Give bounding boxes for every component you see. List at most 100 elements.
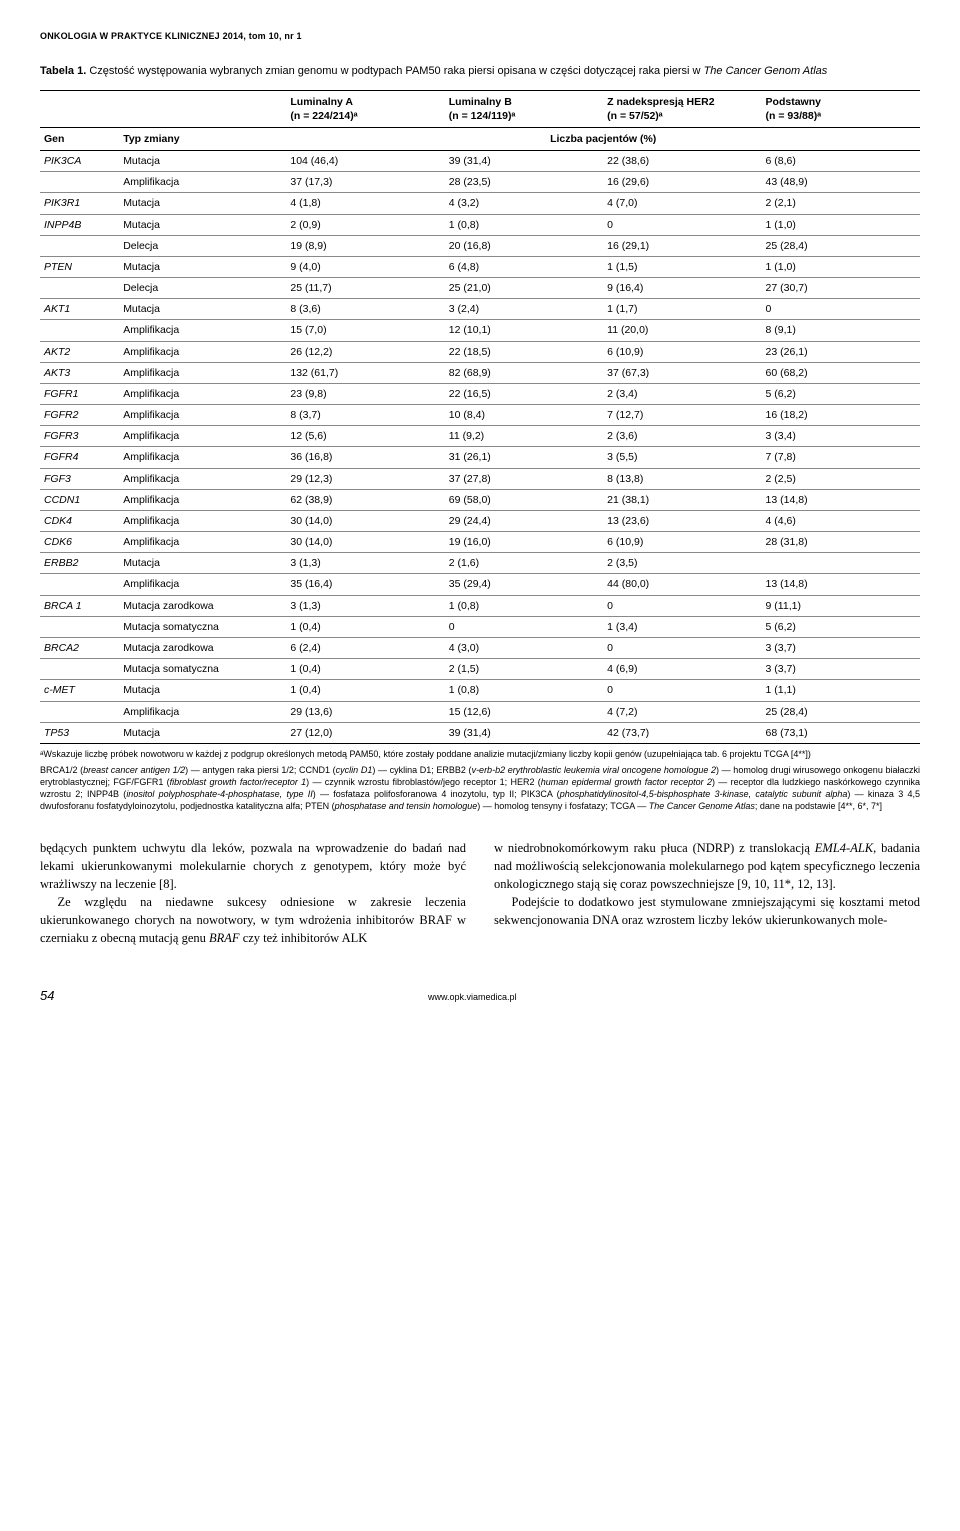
cell-type: Mutacja (119, 553, 286, 574)
cell-val-c: 42 (73,7) (603, 722, 761, 743)
table-row: AKT3Amplifikacja132 (61,7)82 (68,9)37 (6… (40, 362, 920, 383)
cell-val-d: 3 (3,4) (762, 426, 920, 447)
cell-val-c: 1 (1,7) (603, 299, 761, 320)
cell-gene: FGFR3 (40, 426, 119, 447)
cell-val-d: 9 (11,1) (762, 595, 920, 616)
cell-val-d: 3 (3,7) (762, 638, 920, 659)
cell-val-d: 60 (68,2) (762, 362, 920, 383)
cell-val-c: 0 (603, 595, 761, 616)
cell-val-b: 37 (27,8) (445, 468, 603, 489)
cell-val-a: 27 (12,0) (286, 722, 444, 743)
cell-val-a: 3 (1,3) (286, 595, 444, 616)
cell-gene: FGF3 (40, 468, 119, 489)
cell-type: Mutacja (119, 299, 286, 320)
cell-val-c: 3 (5,5) (603, 447, 761, 468)
cell-val-d: 2 (2,5) (762, 468, 920, 489)
col-her2-top: Z nadekspresją HER2 (603, 90, 761, 109)
col-her2-sub: (n = 57/52)ᵃ (603, 109, 761, 128)
table-row: FGFR2Amplifikacja8 (3,7)10 (8,4)7 (12,7)… (40, 405, 920, 426)
cell-val-b: 15 (12,6) (445, 701, 603, 722)
table-row: INPP4BMutacja2 (0,9)1 (0,8)01 (1,0) (40, 214, 920, 235)
cell-type: Amplifikacja (119, 172, 286, 193)
cell-type: Amplifikacja (119, 383, 286, 404)
cell-val-c: 8 (13,8) (603, 468, 761, 489)
cell-val-a: 1 (0,4) (286, 616, 444, 637)
cell-val-b: 22 (16,5) (445, 383, 603, 404)
table-row: ERBB2Mutacja3 (1,3)2 (1,6)2 (3,5) (40, 553, 920, 574)
body-text: będących punktem uchwytu dla leków, pozw… (40, 839, 920, 948)
cell-val-b: 25 (21,0) (445, 278, 603, 299)
cell-val-d: 13 (14,8) (762, 574, 920, 595)
cell-val-d: 1 (1,1) (762, 680, 920, 701)
cell-type: Mutacja zarodkowa (119, 595, 286, 616)
cell-val-a: 1 (0,4) (286, 680, 444, 701)
cell-type: Amplifikacja (119, 426, 286, 447)
cell-val-b: 29 (24,4) (445, 510, 603, 531)
p-right-2: Podejście to dodatkowo jest stymulowane … (494, 893, 920, 929)
cell-val-d: 68 (73,1) (762, 722, 920, 743)
cell-val-b: 20 (16,8) (445, 235, 603, 256)
cell-val-c: 6 (10,9) (603, 532, 761, 553)
footnote-a: ᵃWskazuje liczbę próbek nowotworu w każd… (40, 748, 920, 760)
cell-val-b: 39 (31,4) (445, 722, 603, 743)
cell-gene: CCDN1 (40, 489, 119, 510)
table-row: Mutacja somatyczna1 (0,4)01 (3,4)5 (6,2) (40, 616, 920, 637)
cell-val-a: 35 (16,4) (286, 574, 444, 595)
cell-type: Mutacja somatyczna (119, 659, 286, 680)
cell-val-c: 2 (3,5) (603, 553, 761, 574)
cell-type: Amplifikacja (119, 489, 286, 510)
cell-val-b: 11 (9,2) (445, 426, 603, 447)
col-lumA-top: Luminalny A (286, 90, 444, 109)
cell-val-a: 12 (5,6) (286, 426, 444, 447)
cell-gene: FGFR1 (40, 383, 119, 404)
table-row: Mutacja somatyczna1 (0,4)2 (1,5)4 (6,9)3… (40, 659, 920, 680)
cell-val-b: 4 (3,2) (445, 193, 603, 214)
cell-gene (40, 172, 119, 193)
cell-gene: BRCA 1 (40, 595, 119, 616)
cell-gene (40, 701, 119, 722)
cell-val-d: 0 (762, 299, 920, 320)
cell-val-a: 25 (11,7) (286, 278, 444, 299)
table-row: AKT2Amplifikacja26 (12,2)22 (18,5)6 (10,… (40, 341, 920, 362)
cell-val-b: 31 (26,1) (445, 447, 603, 468)
cell-val-c: 44 (80,0) (603, 574, 761, 595)
cell-val-c: 0 (603, 680, 761, 701)
cell-val-b: 35 (29,4) (445, 574, 603, 595)
table-row: FGF3Amplifikacja29 (12,3)37 (27,8)8 (13,… (40, 468, 920, 489)
cell-val-d: 1 (1,0) (762, 256, 920, 277)
cell-type: Amplifikacja (119, 447, 286, 468)
cell-type: Mutacja (119, 680, 286, 701)
footer-url: www.opk.viamedica.pl (54, 991, 890, 1003)
cell-type: Amplifikacja (119, 574, 286, 595)
cell-val-c: 21 (38,1) (603, 489, 761, 510)
cell-val-b: 28 (23,5) (445, 172, 603, 193)
cell-val-d: 2 (2,1) (762, 193, 920, 214)
col-lumB-sub: (n = 124/119)ᵃ (445, 109, 603, 128)
cell-gene: CDK4 (40, 510, 119, 531)
cell-val-c: 7 (12,7) (603, 405, 761, 426)
cell-val-c: 22 (38,6) (603, 151, 761, 172)
cell-val-b: 4 (3,0) (445, 638, 603, 659)
cell-val-a: 132 (61,7) (286, 362, 444, 383)
cell-val-c: 6 (10,9) (603, 341, 761, 362)
cell-val-c: 4 (7,2) (603, 701, 761, 722)
cell-val-c: 4 (6,9) (603, 659, 761, 680)
cell-gene: AKT1 (40, 299, 119, 320)
table-row: TP53Mutacja27 (12,0)39 (31,4)42 (73,7)68… (40, 722, 920, 743)
cell-val-a: 29 (12,3) (286, 468, 444, 489)
cell-val-c: 2 (3,4) (603, 383, 761, 404)
cell-val-d: 5 (6,2) (762, 616, 920, 637)
table-row: Amplifikacja35 (16,4)35 (29,4)44 (80,0)1… (40, 574, 920, 595)
cell-val-b: 0 (445, 616, 603, 637)
cell-val-d (762, 553, 920, 574)
table-row: FGFR1Amplifikacja23 (9,8)22 (16,5)2 (3,4… (40, 383, 920, 404)
table-row: AKT1Mutacja8 (3,6)3 (2,4)1 (1,7)0 (40, 299, 920, 320)
cell-val-a: 29 (13,6) (286, 701, 444, 722)
cell-val-b: 2 (1,5) (445, 659, 603, 680)
table-row: BRCA2Mutacja zarodkowa6 (2,4)4 (3,0)03 (… (40, 638, 920, 659)
table-row: FGFR3Amplifikacja12 (5,6)11 (9,2)2 (3,6)… (40, 426, 920, 447)
cell-type: Amplifikacja (119, 701, 286, 722)
cell-val-c: 1 (1,5) (603, 256, 761, 277)
cell-gene: ERBB2 (40, 553, 119, 574)
cell-type: Mutacja (119, 193, 286, 214)
